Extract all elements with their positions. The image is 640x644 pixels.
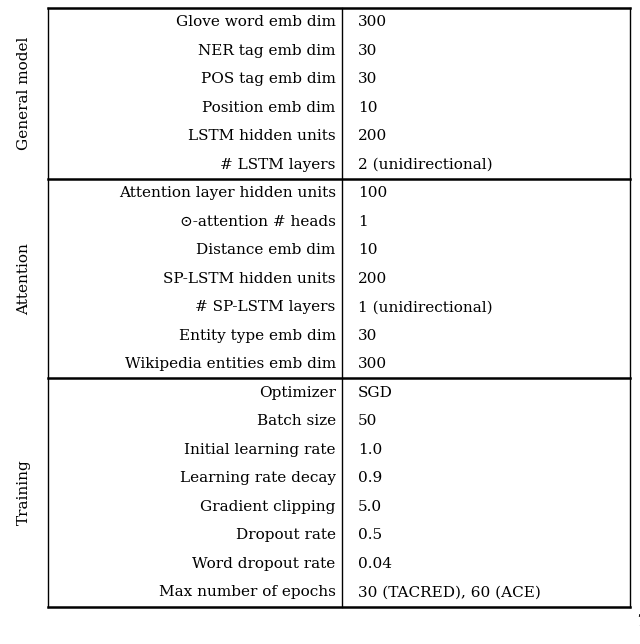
Text: 30: 30 (358, 72, 378, 86)
Text: Initial learning rate: Initial learning rate (184, 443, 336, 457)
Text: 300: 300 (358, 357, 387, 371)
Text: Glove word emb dim: Glove word emb dim (176, 15, 336, 29)
Text: 2 (unidirectional): 2 (unidirectional) (358, 158, 493, 171)
Text: LSTM hidden units: LSTM hidden units (188, 129, 336, 143)
Text: 10: 10 (358, 243, 378, 257)
Text: Dropout rate: Dropout rate (236, 528, 336, 542)
Text: Distance emb dim: Distance emb dim (196, 243, 336, 257)
Text: Optimizer: Optimizer (259, 386, 336, 400)
Text: 30 (TACRED), 60 (ACE): 30 (TACRED), 60 (ACE) (358, 585, 541, 600)
Text: Max number of epochs: Max number of epochs (159, 585, 336, 600)
Text: 0.9: 0.9 (358, 471, 382, 486)
Text: General model: General model (17, 37, 31, 150)
Text: 50: 50 (358, 414, 378, 428)
Text: # LSTM layers: # LSTM layers (220, 158, 336, 171)
Text: 30: 30 (358, 328, 378, 343)
Text: Batch size: Batch size (257, 414, 336, 428)
Text: POS tag emb dim: POS tag emb dim (201, 72, 336, 86)
Text: Learning rate decay: Learning rate decay (180, 471, 336, 486)
Text: T: T (637, 613, 640, 630)
Text: ⊙-attention # heads: ⊙-attention # heads (180, 214, 336, 229)
Text: Training: Training (17, 460, 31, 526)
Text: 1: 1 (358, 214, 368, 229)
Text: Wikipedia entities emb dim: Wikipedia entities emb dim (125, 357, 336, 371)
Text: Attention layer hidden units: Attention layer hidden units (118, 186, 336, 200)
Text: Position emb dim: Position emb dim (202, 100, 336, 115)
Text: 200: 200 (358, 272, 387, 286)
Text: 200: 200 (358, 129, 387, 143)
Text: Word dropout rate: Word dropout rate (193, 557, 336, 571)
Text: SGD: SGD (358, 386, 393, 400)
Text: 100: 100 (358, 186, 387, 200)
Text: 0.04: 0.04 (358, 557, 392, 571)
Text: 1 (unidirectional): 1 (unidirectional) (358, 300, 493, 314)
Text: SP-LSTM hidden units: SP-LSTM hidden units (163, 272, 336, 286)
Text: 10: 10 (358, 100, 378, 115)
Text: # SP-LSTM layers: # SP-LSTM layers (195, 300, 336, 314)
Text: Gradient clipping: Gradient clipping (200, 500, 336, 514)
Text: Entity type emb dim: Entity type emb dim (179, 328, 336, 343)
Text: NER tag emb dim: NER tag emb dim (198, 44, 336, 57)
Text: 0.5: 0.5 (358, 528, 382, 542)
Text: 300: 300 (358, 15, 387, 29)
Text: Attention: Attention (17, 243, 31, 315)
Text: 5.0: 5.0 (358, 500, 382, 514)
Text: 1.0: 1.0 (358, 443, 382, 457)
Text: 30: 30 (358, 44, 378, 57)
